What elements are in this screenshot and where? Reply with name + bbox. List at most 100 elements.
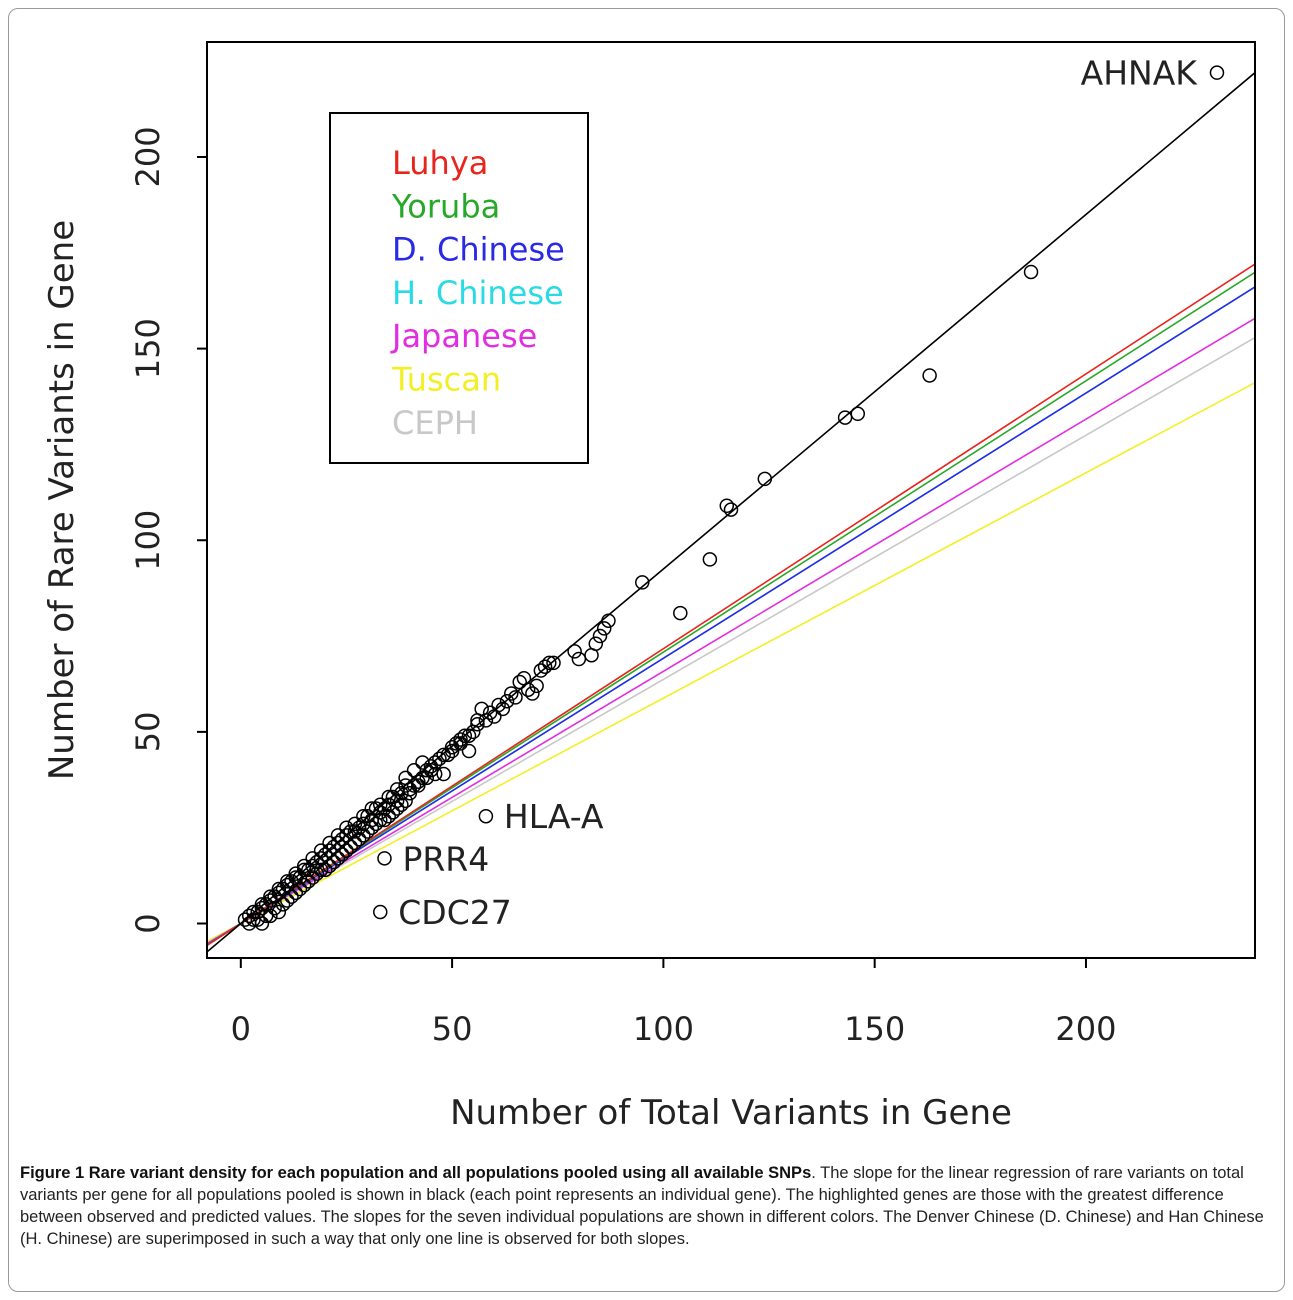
data-point	[263, 908, 278, 924]
data-point	[339, 843, 354, 858]
legend-label: Tuscan	[391, 361, 501, 399]
regression-line-tuscan	[207, 381, 1255, 943]
data-point	[461, 728, 477, 743]
data-point	[263, 889, 278, 904]
data-point	[398, 793, 413, 809]
point-label: CDC27	[398, 893, 512, 932]
data-point	[411, 778, 426, 793]
data-point	[242, 908, 257, 924]
data-point	[364, 801, 380, 816]
data-point	[432, 751, 447, 766]
data-point	[436, 747, 451, 763]
data-point	[313, 862, 329, 878]
labeled-point-prr4	[377, 851, 392, 866]
data-point	[275, 897, 291, 912]
y-tick-label: 0	[129, 913, 167, 933]
data-point	[254, 897, 270, 912]
data-point	[280, 893, 295, 908]
data-point	[567, 644, 582, 659]
data-point	[415, 770, 430, 786]
legend-label: Luhya	[392, 144, 488, 182]
data-point	[850, 406, 866, 422]
data-point	[280, 874, 295, 889]
data-point	[330, 851, 346, 866]
data-point	[533, 663, 549, 678]
data-point	[313, 843, 329, 858]
data-point	[305, 858, 320, 874]
legend-label: Japanese	[390, 317, 537, 355]
y-tick-label: 200	[129, 126, 167, 187]
plot-frame	[206, 41, 1256, 959]
data-point	[364, 820, 380, 835]
data-point	[343, 839, 358, 855]
x-axis-title: Number of Total Variants in Gene	[450, 1093, 1012, 1133]
data-point	[305, 870, 320, 885]
regression-line-ceph	[207, 336, 1255, 944]
data-point	[284, 889, 299, 904]
data-point	[296, 858, 312, 874]
data-point	[423, 762, 439, 778]
labeled-point-ahnak	[1209, 65, 1225, 80]
data-point	[356, 808, 371, 824]
data-point	[453, 732, 468, 747]
data-point	[389, 801, 405, 816]
data-point	[537, 659, 553, 674]
data-point	[368, 816, 384, 832]
x-tick-label: 200	[1055, 1010, 1116, 1048]
plot-area	[207, 65, 1255, 953]
data-point	[347, 835, 363, 851]
data-point	[529, 678, 544, 694]
data-point	[360, 824, 375, 839]
data-point	[922, 368, 937, 383]
data-point	[457, 728, 473, 743]
data-point	[263, 893, 278, 908]
data-point	[305, 851, 320, 866]
data-point	[723, 502, 739, 517]
data-point	[322, 835, 337, 851]
scatter-chart: AHNAK HLA-A PRR4 CDC27 0 50 100 150 200 0 50 100 15…	[42, 41, 1256, 1133]
data-point	[322, 858, 337, 874]
data-point	[381, 808, 396, 824]
data-point	[330, 828, 346, 843]
data-point	[385, 805, 401, 820]
data-point	[592, 628, 608, 644]
data-point	[398, 770, 413, 786]
data-point	[288, 885, 303, 901]
y-tick-label: 150	[129, 318, 167, 379]
data-point	[440, 747, 456, 763]
data-point	[461, 743, 477, 759]
data-point	[394, 785, 409, 801]
data-point	[542, 655, 557, 671]
data-point	[394, 797, 409, 812]
legend-label: CEPH	[392, 404, 478, 442]
legend-label: H. Chinese	[392, 274, 564, 312]
legend-label: D. Chinese	[392, 231, 565, 269]
data-point	[288, 866, 303, 881]
data-point	[516, 670, 532, 686]
data-point	[309, 866, 325, 881]
data-point	[292, 881, 308, 897]
data-point	[584, 647, 599, 663]
data-point	[267, 889, 282, 904]
data-point	[406, 762, 422, 778]
data-point	[601, 613, 616, 628]
data-point	[757, 471, 773, 487]
caption-lead: Figure 1 Rare variant density for each p…	[20, 1164, 812, 1182]
data-point	[377, 812, 392, 828]
figure-frame	[8, 8, 1285, 1292]
y-tick-label: 100	[129, 510, 167, 571]
data-point	[419, 770, 434, 786]
data-point	[301, 874, 316, 889]
point-label: HLA-A	[504, 797, 604, 836]
x-tick-label: 150	[844, 1010, 905, 1048]
figure-caption: Figure 1 Rare variant density for each p…	[20, 1162, 1280, 1250]
legend-box	[329, 112, 589, 464]
labeled-point-hla-a	[478, 808, 494, 824]
caption-body: . The slope for the linear regression of…	[20, 1164, 1264, 1248]
data-point	[508, 690, 523, 705]
data-point	[339, 820, 354, 835]
data-point	[444, 739, 460, 755]
data-point	[491, 697, 506, 713]
regression-line-luhya	[207, 263, 1255, 947]
data-point	[373, 797, 388, 812]
